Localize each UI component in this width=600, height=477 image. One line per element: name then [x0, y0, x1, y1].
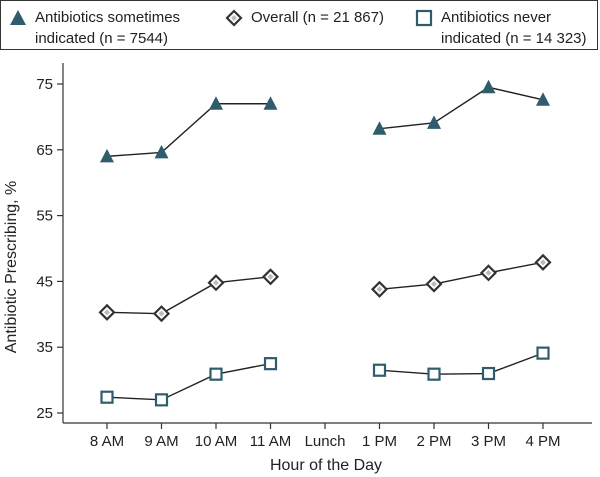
data-point-triangle — [209, 96, 223, 110]
plot-area: 25 35 45 55 65 75 8 AM 9 AM 10 AM 11 AM Lunch 1 PM 2… — [3, 63, 592, 474]
legend-label-line1: Overall (n = 21 867) — [251, 9, 384, 26]
diamond-inner — [104, 309, 110, 316]
legend-label-line2: indicated (n = 14 323) — [441, 30, 587, 47]
x-tick-label: Lunch — [305, 433, 346, 450]
data-point-square — [372, 363, 387, 377]
y-tick-label: 45 — [36, 273, 53, 290]
y-tick-label: 35 — [36, 339, 53, 356]
data-point-square — [427, 367, 441, 381]
data-point-diamond — [425, 275, 443, 293]
data-point-triangle — [154, 144, 169, 159]
data-point-triangle — [372, 121, 387, 135]
legend: Antibiotics sometimes indicated (n = 754… — [0, 0, 598, 50]
data-point-diamond — [152, 305, 171, 323]
diamond-inner — [376, 286, 383, 293]
y-tick-label: 75 — [36, 76, 53, 93]
y-tick-label: 55 — [36, 208, 53, 225]
diamond-icon — [225, 9, 243, 27]
x-tick-label: 1 PM — [362, 433, 397, 450]
data-point-diamond — [370, 280, 389, 298]
diamond-inner — [485, 269, 492, 276]
x-axis-label: Hour of the Day — [270, 457, 382, 474]
data-point-triangle — [263, 96, 278, 110]
data-point-triangle — [427, 115, 441, 129]
data-point-diamond — [479, 264, 498, 282]
series-line — [106, 362, 271, 401]
diamond-inner — [540, 259, 546, 266]
data-point-triangle — [536, 92, 550, 106]
x-tick-label: 2 PM — [416, 433, 451, 450]
data-point-diamond — [534, 253, 552, 271]
data-point-square — [536, 346, 550, 360]
data-point-square — [209, 367, 223, 381]
y-tick-label: 65 — [36, 142, 53, 159]
diamond-inner — [267, 273, 274, 280]
legend-label-line2: indicated (n = 7544) — [35, 30, 169, 47]
data-point-diamond — [98, 303, 116, 321]
series-line — [106, 276, 271, 315]
data-point-square — [263, 357, 278, 371]
diamond-inner — [158, 310, 165, 317]
legend-label-line1: Antibiotics sometimes — [35, 9, 181, 26]
x-tick-label: 11 AM — [250, 433, 291, 450]
y-axis-label: Antibiotic Prescribing, % — [3, 181, 20, 354]
x-tick-label: 8 AM — [90, 433, 124, 450]
square-icon — [415, 9, 433, 27]
data-point-square — [481, 366, 496, 381]
diamond-inner — [431, 281, 437, 288]
x-tick-label: 10 AM — [195, 433, 238, 450]
data-point-triangle — [100, 148, 114, 163]
data-point-triangle — [481, 79, 496, 94]
series-line — [379, 86, 544, 130]
series-line — [379, 352, 544, 375]
data-point-diamond — [207, 274, 225, 292]
series-line — [379, 261, 544, 290]
data-point-square — [100, 390, 114, 404]
series-line — [106, 103, 271, 158]
x-tick-label: 9 AM — [144, 433, 178, 450]
x-tick-label: 3 PM — [471, 433, 506, 450]
legend-label-line1: Antibiotics never — [441, 9, 552, 26]
data-point-diamond — [261, 268, 280, 286]
data-point-square — [154, 393, 169, 407]
x-tick-label: 4 PM — [525, 433, 560, 450]
diamond-inner — [213, 279, 219, 286]
y-tick-label: 25 — [36, 405, 53, 422]
triangle-icon — [10, 10, 26, 25]
